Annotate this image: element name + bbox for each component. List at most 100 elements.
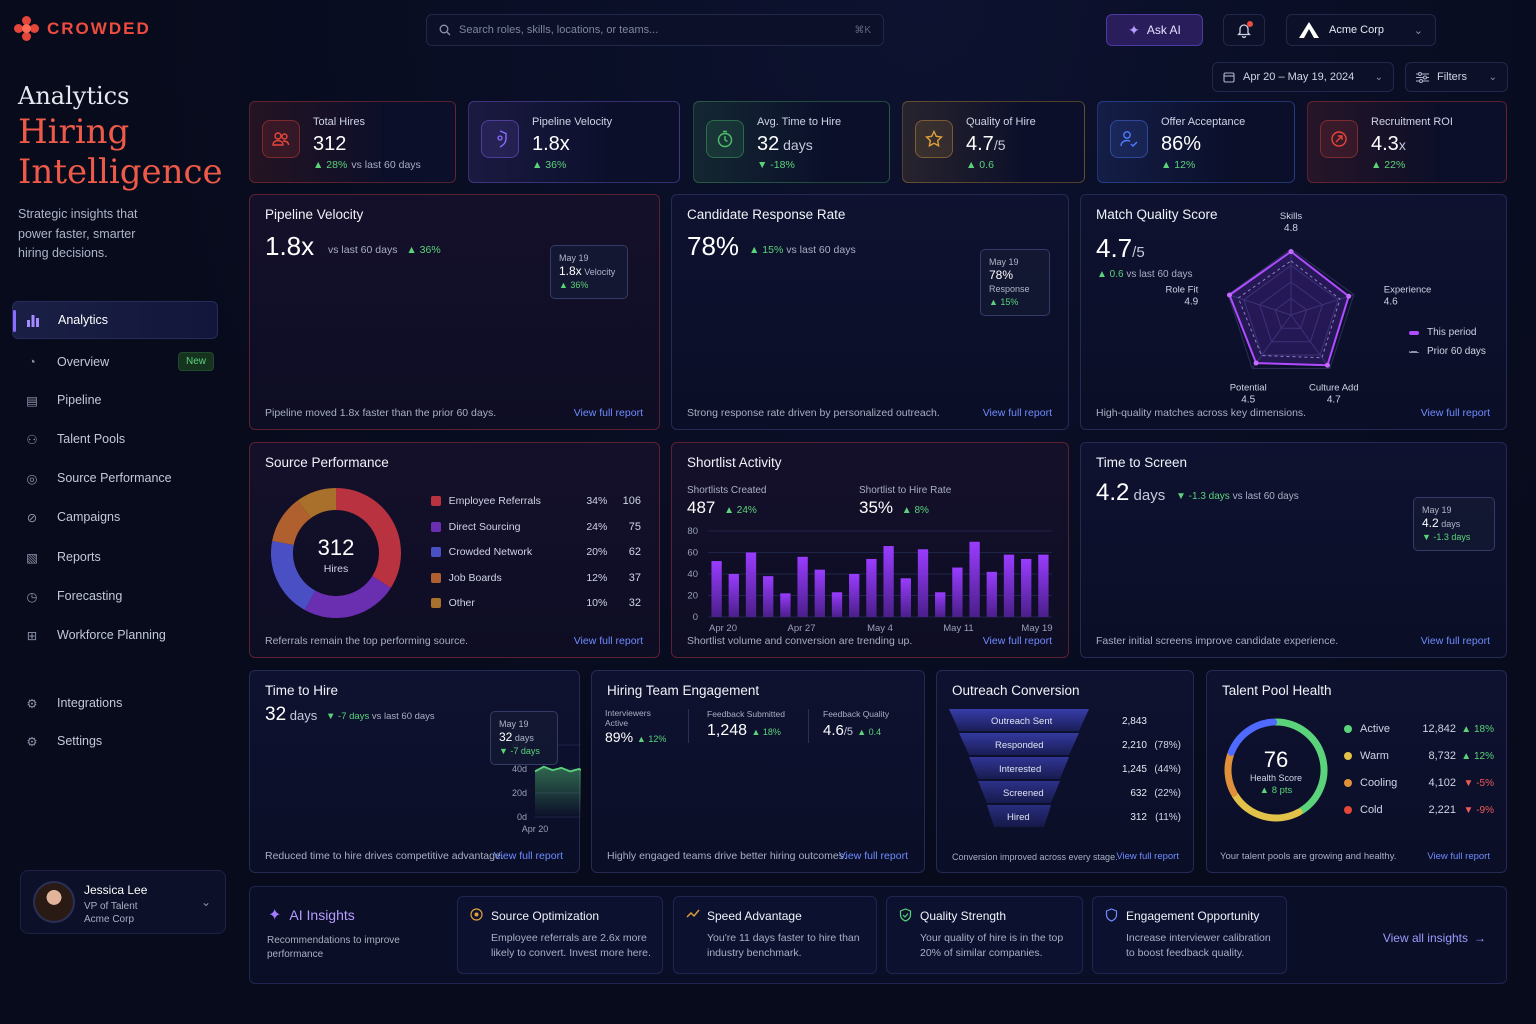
talent-pool-row[interactable]: Active 12,842 ▲ 18%: [1344, 723, 1494, 735]
search-input[interactable]: Search roles, skills, locations, or team…: [426, 14, 884, 46]
time-to-screen-card[interactable]: Time to Screen 4.2 days ▼ -1.3 days vs l…: [1080, 442, 1507, 658]
shortlist-activity-card[interactable]: Shortlist Activity Shortlists Created 48…: [671, 442, 1069, 658]
brand-logo[interactable]: CROWDED: [14, 16, 151, 42]
star-icon: [915, 120, 953, 158]
kpi-pipeline-velocity[interactable]: Pipeline Velocity 1.8x ▲ 36%: [468, 101, 680, 183]
kpi-delta: ▲ 0.6: [966, 159, 994, 171]
source-row[interactable]: Job Boards 12% 37: [431, 572, 641, 584]
users-icon: [262, 120, 300, 158]
kpi-total-hires[interactable]: Total Hires 312 ▲ 28% vs last 60 days: [249, 101, 456, 183]
org-switcher[interactable]: Acme Corp ⌄: [1286, 14, 1436, 46]
view-full-report-link[interactable]: View full report: [1427, 851, 1490, 862]
bar: [797, 556, 808, 617]
overview-icon: ◔: [28, 355, 36, 369]
pipeline-velocity-card[interactable]: Pipeline Velocity 1.8x vs last 60 days ▲…: [249, 194, 660, 430]
source-performance-card[interactable]: Source Performance 312 Hires Employee Re…: [249, 442, 660, 658]
metric-note: ▲ 15% vs last 60 days: [749, 244, 856, 256]
sidebar-item-label: Settings: [57, 734, 103, 748]
insight-card[interactable]: Engagement Opportunity Increase interview…: [1092, 896, 1287, 974]
filters-button[interactable]: Filters ⌄: [1405, 62, 1508, 92]
ai-insights-panel: ✦ AI Insights Recommendations to improve…: [249, 886, 1507, 984]
radar-point: [1226, 292, 1232, 298]
notifications-button[interactable]: [1223, 14, 1265, 46]
kpi-value-number: 1.8x: [532, 133, 570, 155]
talent-pool-row[interactable]: Cooling 4,102 ▼ -5%: [1344, 777, 1494, 789]
view-full-report-link[interactable]: View full report: [982, 635, 1052, 647]
time-to-hire-card[interactable]: Time to Hire 32 days ▼ -7 days vs last 6…: [249, 670, 581, 873]
kpi-label: Avg. Time to Hire: [757, 116, 842, 128]
date-range-picker[interactable]: Apr 20 – May 19, 2024 ⌄: [1212, 62, 1394, 92]
kpi-offer-acceptance[interactable]: Offer Acceptance 86% ▲ 12%: [1097, 101, 1295, 183]
talent-pool-row[interactable]: Warm 8,732 ▲ 12%: [1344, 750, 1494, 762]
user-profile-card[interactable]: Jessica Lee VP of Talent Acme Corp ⌄: [20, 870, 226, 934]
source-row[interactable]: Crowded Network 20% 62: [431, 546, 641, 558]
new-badge: New: [177, 352, 214, 371]
sidebar-item-analytics[interactable]: Analytics: [12, 301, 218, 339]
kpi-value: 1.8x: [532, 133, 570, 156]
ask-ai-button[interactable]: ✦ Ask AI: [1106, 14, 1203, 46]
response-rate-card[interactable]: Candidate Response Rate 78% ▲ 15% vs las…: [671, 194, 1069, 430]
card-title: Hiring Team Engagement: [607, 683, 760, 698]
view-all-insights-link[interactable]: View all insights →: [1383, 931, 1486, 945]
sidebar-item-workforce-planning[interactable]: ⊞ Workforce Planning: [12, 616, 218, 654]
team-engagement-card[interactable]: Hiring Team Engagement Interviewers Acti…: [591, 670, 925, 873]
tooltip-delta: ▼ -1.3 days: [1422, 532, 1471, 542]
sidebar-item-reports[interactable]: ▧ Reports: [12, 538, 218, 576]
legend-swatch: [1409, 330, 1419, 335]
outreach-conversion-card[interactable]: Outreach Conversion Outreach Sent 2,843 Re…: [936, 670, 1194, 873]
talent-pool-row[interactable]: Cold 2,221 ▼ -9%: [1344, 804, 1494, 816]
card-title: Candidate Response Rate: [687, 207, 846, 222]
sidebar-item-overview[interactable]: ◔ Overview New: [12, 343, 218, 381]
kpi-unit: days: [779, 137, 813, 153]
view-full-report-link[interactable]: View full report: [1420, 407, 1490, 419]
kpi-delta-value: ▼ -18%: [757, 159, 795, 171]
bar: [969, 541, 980, 617]
kpi-avg-time-to-hire[interactable]: Avg. Time to Hire 32 days ▼ -18%: [693, 101, 890, 183]
sidebar-item-integrations[interactable]: ⚙ Integrations: [12, 684, 218, 722]
sidebar-item-source-performance[interactable]: ◎ Source Performance: [12, 459, 218, 497]
talent-pool-health-card[interactable]: Talent Pool Health 76 Health Score ▲ 8 p…: [1206, 670, 1507, 873]
kpi-recruitment-roi[interactable]: Recruitment ROI 4.3x ▲ 22%: [1307, 101, 1507, 183]
insight-card[interactable]: Quality Strength Your quality of hire is …: [886, 896, 1083, 974]
view-full-report-link[interactable]: View full report: [1116, 851, 1179, 862]
view-full-report-link[interactable]: View full report: [573, 635, 643, 647]
sidebar-item-label: Integrations: [57, 696, 123, 710]
view-full-report-link[interactable]: View full report: [838, 850, 908, 862]
stat-value: 4.6/5 ▲ 0.4: [823, 722, 881, 739]
sidebar-item-pipeline[interactable]: ▤ Pipeline: [12, 381, 218, 419]
sidebar-item-label: Pipeline: [57, 393, 102, 407]
funnel-stage-pct: (44%): [1154, 764, 1181, 775]
search-shortcut: ⌘K: [854, 24, 871, 36]
insight-card[interactable]: Source Optimization Employee referrals ar…: [457, 896, 663, 974]
sidebar-item-forecasting[interactable]: ◷ Forecasting: [12, 577, 218, 615]
legend-swatch: [431, 547, 441, 557]
funnel-stage-value: 312: [1130, 812, 1147, 823]
kpi-delta-value: ▲ 36%: [532, 159, 567, 171]
sidebar-item-talent-pools[interactable]: ⚇ Talent Pools: [12, 420, 218, 458]
metric-note-text: vs last 60 days: [328, 244, 398, 256]
kpi-value: 32 days: [757, 133, 813, 156]
source-row[interactable]: Other 10% 32: [431, 597, 641, 609]
funnel-stage: [959, 733, 1079, 755]
source-row[interactable]: Employee Referrals 34% 106: [431, 495, 641, 507]
view-full-report-link[interactable]: View full report: [982, 407, 1052, 419]
kpi-quality-of-hire[interactable]: Quality of Hire 4.7/5 ▲ 0.6: [902, 101, 1085, 183]
view-full-report-link[interactable]: View full report: [1420, 635, 1490, 647]
chevron-down-icon[interactable]: ⌄: [200, 895, 211, 909]
card-title: Match Quality Score: [1096, 207, 1218, 222]
metric-value-number: 4.7: [1096, 233, 1133, 263]
bar: [986, 571, 997, 617]
card-title: Time to Screen: [1096, 455, 1188, 470]
sidebar-item-settings[interactable]: ⚙ Settings: [12, 722, 218, 760]
view-full-report-link[interactable]: View full report: [493, 850, 563, 862]
ring-segment: [1272, 718, 1328, 815]
stat-delta: ▲ 24%: [724, 505, 757, 516]
date-range-label: Apr 20 – May 19, 2024: [1243, 71, 1355, 83]
sparkle-icon: ✦: [268, 907, 282, 924]
radar-axis-value: 4.5: [1241, 394, 1255, 405]
insight-card[interactable]: Speed Advantage You're 11 days faster to …: [673, 896, 877, 974]
sidebar-item-campaigns[interactable]: ⊘ Campaigns: [12, 498, 218, 536]
match-quality-card[interactable]: Match Quality Score 4.7/5 ▲ 0.6 vs last …: [1080, 194, 1507, 430]
source-row[interactable]: Direct Sourcing 24% 75: [431, 521, 641, 533]
view-full-report-link[interactable]: View full report: [573, 407, 643, 419]
